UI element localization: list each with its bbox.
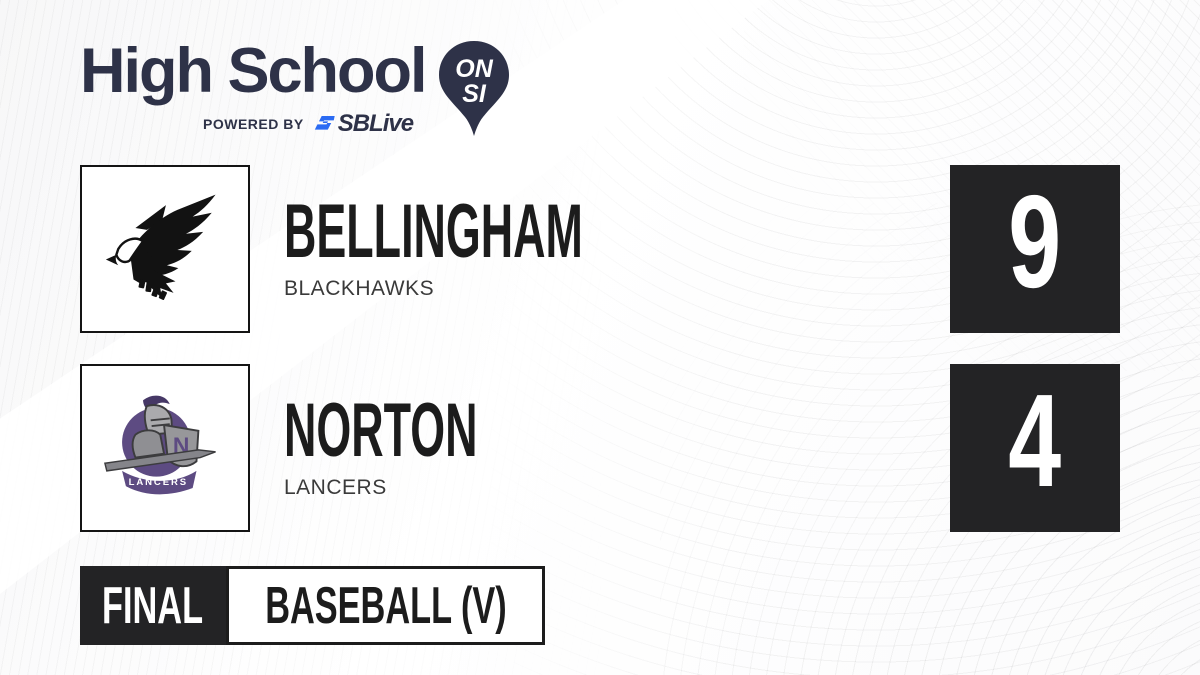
lancer-banner-text: LANCERS [129, 477, 188, 488]
team-name-bellingham: BELLINGHAM [284, 189, 583, 275]
on-si-pin-icon: ON SI [437, 40, 511, 143]
sblive-icon [314, 116, 335, 130]
powered-by-label: POWERED BY [203, 116, 304, 132]
score-value-bellingham: 9 [1008, 168, 1062, 315]
blackhawk-logo-icon [105, 194, 216, 301]
brand-title: High School [80, 36, 427, 106]
score-box-norton: 4 [950, 364, 1120, 532]
sport-label: BASEBALL (V) [264, 576, 507, 635]
team-mascot-blackhawks: BLACKHAWKS [284, 276, 435, 300]
game-status-badge: FINAL [80, 566, 226, 645]
pin-text-on: ON [455, 55, 493, 83]
sblive-logo: SBLive [313, 110, 414, 138]
norton-logo-box: N LANCERS [80, 364, 250, 532]
sport-badge: BASEBALL (V) [226, 566, 545, 645]
sblive-wordmark: SBLive [337, 110, 414, 137]
game-status-label: FINAL [102, 576, 204, 635]
team-name-norton: NORTON [284, 388, 478, 474]
team-row-bellingham: BELLINGHAM BLACKHAWKS [80, 165, 840, 333]
bellingham-logo-box [80, 165, 250, 333]
powered-by-row: POWERED BY SBLive [203, 110, 414, 138]
team-mascot-lancers: LANCERS [284, 475, 387, 499]
score-value-norton: 4 [1008, 367, 1062, 514]
team-row-norton: N LANCERS NORTON LANCERS [80, 364, 840, 532]
lancer-knight-logo-icon: N LANCERS [104, 395, 216, 495]
pin-text-si: SI [462, 80, 487, 108]
score-box-bellingham: 9 [950, 165, 1120, 333]
